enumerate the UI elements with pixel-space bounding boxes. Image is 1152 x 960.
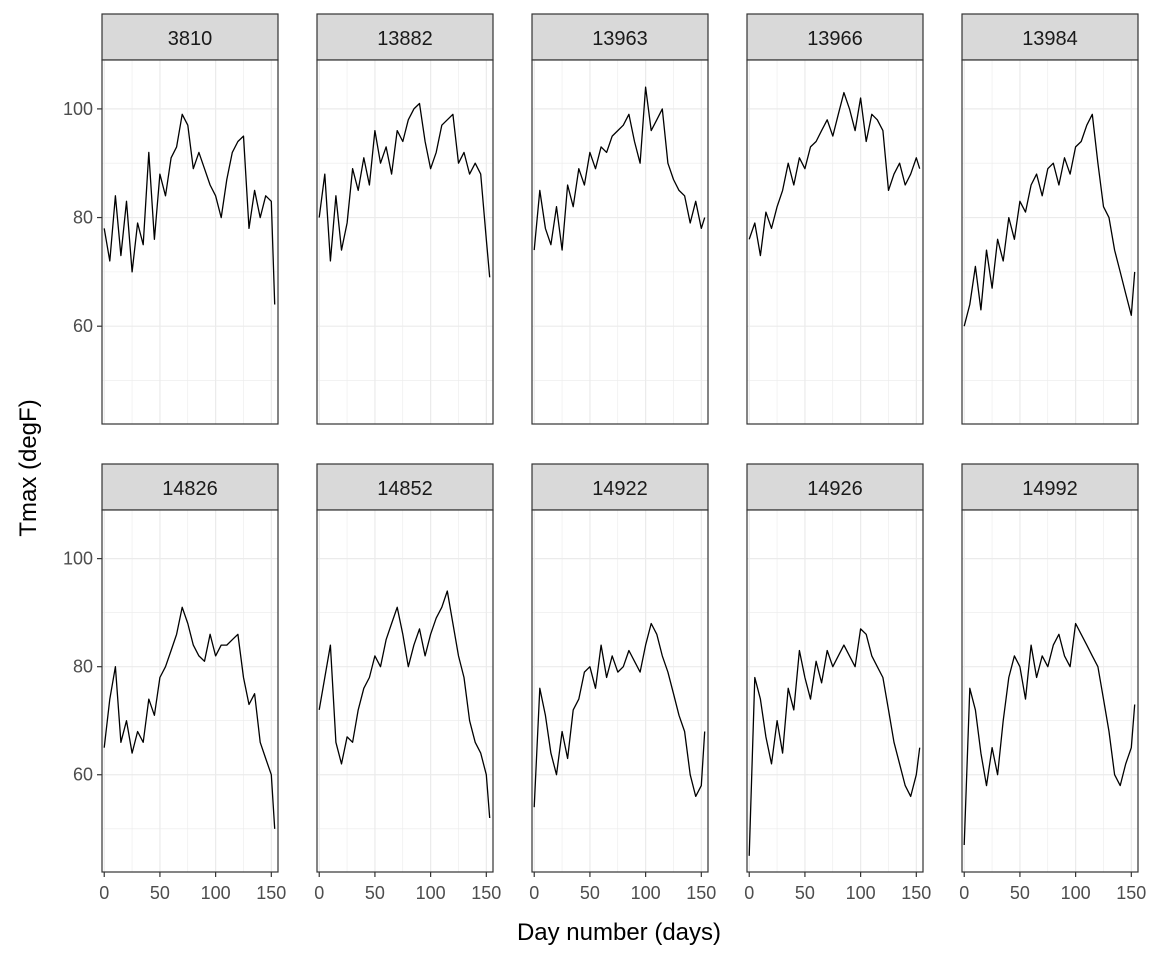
facet-strip: [316, 463, 494, 511]
panel-border: [746, 509, 924, 873]
facet-strip-label: 14926: [807, 478, 863, 500]
facet-strip: [746, 463, 924, 511]
panel-border: [316, 509, 494, 873]
series-line-14926: [748, 628, 921, 856]
facet-strip-label: 14922: [592, 478, 648, 500]
panel-border: [961, 59, 1139, 425]
facet-strip: [101, 13, 279, 61]
x-tick-label: 50: [150, 883, 170, 903]
x-tick-label: 100: [201, 883, 231, 903]
series-line-13963: [533, 86, 706, 251]
panel-border: [961, 509, 1139, 873]
facet-panel-14926: 14926 0 50 100 150: [744, 463, 931, 903]
series-line-14826: [103, 606, 276, 829]
facet-strip-label: 13963: [592, 28, 648, 50]
facet-strip: [101, 463, 279, 511]
series-line-14992: [963, 622, 1136, 846]
series-line-14922: [533, 622, 706, 808]
x-tick-label: 0: [529, 883, 539, 903]
y-tick-label: 60: [73, 765, 93, 785]
x-tick-label: 50: [1010, 883, 1030, 903]
facet-panel-14922: 14922 0 50 100 150: [529, 463, 716, 903]
x-tick-label: 50: [795, 883, 815, 903]
facet-strip: [531, 13, 709, 61]
x-axis-title: Day number (days): [517, 919, 721, 946]
x-tick-label: 150: [1116, 883, 1146, 903]
series-line-13984: [963, 113, 1136, 327]
y-tick-label: 80: [73, 208, 93, 228]
facet-strip-label: 3810: [168, 28, 213, 50]
x-tick-label: 150: [686, 883, 716, 903]
facet-strip-label: 14852: [377, 478, 433, 500]
panel-border: [101, 59, 279, 425]
plot-background: [962, 510, 1138, 872]
panel-border: [531, 509, 709, 873]
x-tick-label: 150: [471, 883, 501, 903]
facet-panel-13984: 13984: [961, 13, 1139, 425]
facet-strip: [746, 13, 924, 61]
x-tick-label: 100: [846, 883, 876, 903]
plot-background: [102, 60, 278, 424]
facet-panel-3810: 3810 60 80 100: [63, 13, 279, 425]
x-tick-label: 100: [631, 883, 661, 903]
series-line-14852: [318, 590, 491, 819]
plot-background: [317, 60, 493, 424]
y-tick-label: 100: [63, 99, 93, 119]
panel-border: [316, 59, 494, 425]
x-tick-label: 0: [314, 883, 324, 903]
facet-strip: [316, 13, 494, 61]
series-line-13966: [748, 91, 921, 257]
facet-strip: [961, 13, 1139, 61]
plot-background: [747, 510, 923, 872]
y-tick-label: 80: [73, 657, 93, 677]
series-line-3810: [103, 113, 276, 305]
facet-strip-label: 13966: [807, 28, 863, 50]
facet-strip: [531, 463, 709, 511]
x-tick-label: 50: [365, 883, 385, 903]
x-tick-label: 100: [1061, 883, 1091, 903]
facet-strip-label: 14826: [162, 478, 218, 500]
plot-background: [962, 60, 1138, 424]
panel-border: [101, 509, 279, 873]
plot-background: [532, 510, 708, 872]
facet-panel-13963: 13963: [531, 13, 709, 425]
plot-background: [102, 510, 278, 872]
facet-panel-13966: 13966: [746, 13, 924, 425]
panel-border: [746, 59, 924, 425]
facet-panel-14992: 14992 0 50 100 150: [959, 463, 1146, 903]
facet-panel-14852: 14852 0 50 100 150: [314, 463, 501, 903]
facet-strip: [961, 463, 1139, 511]
facet-panel-14826: 14826 0 50 100 150 60 80 100: [63, 463, 286, 903]
x-tick-label: 150: [901, 883, 931, 903]
facet-panel-13882: 13882: [316, 13, 494, 425]
x-tick-label: 150: [256, 883, 286, 903]
series-line-13882: [318, 102, 491, 278]
x-tick-label: 100: [416, 883, 446, 903]
plot-background: [747, 60, 923, 424]
facet-strip-label: 14992: [1022, 478, 1078, 500]
y-tick-label: 60: [73, 316, 93, 336]
facet-strip-label: 13882: [377, 28, 433, 50]
panel-border: [531, 59, 709, 425]
y-tick-label: 100: [63, 549, 93, 569]
x-tick-label: 0: [959, 883, 969, 903]
y-axis-title: Tmax (degF): [15, 399, 42, 536]
facet-strip-label: 13984: [1022, 28, 1078, 50]
x-tick-label: 50: [580, 883, 600, 903]
plot-background: [532, 60, 708, 424]
x-tick-label: 0: [99, 883, 109, 903]
x-tick-label: 0: [744, 883, 754, 903]
plot-background: [317, 510, 493, 872]
